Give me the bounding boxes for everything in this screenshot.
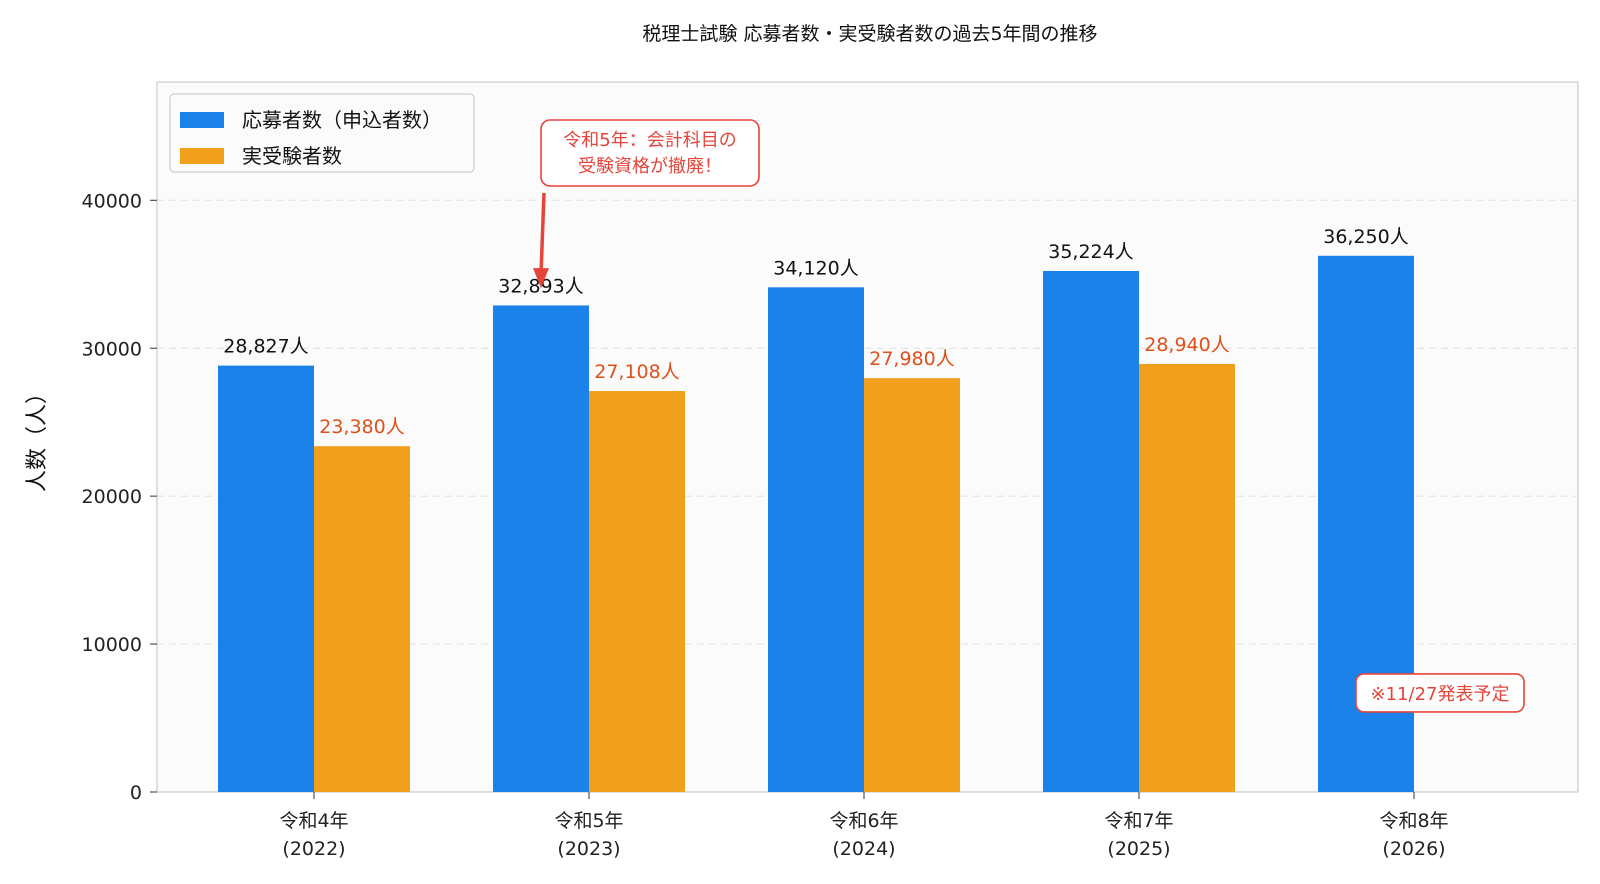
- data-label: 28,827人: [223, 336, 308, 358]
- annotation-note-badge: [1355, 673, 1525, 713]
- x-tick-label: (2026): [1382, 838, 1445, 860]
- bars: [218, 255, 1414, 793]
- y-axis-label: 人数（人）: [25, 382, 50, 492]
- x-tick-label: 令和4年: [279, 810, 348, 832]
- data-label: 34,120人: [773, 257, 858, 279]
- bar-applicants: [768, 287, 864, 792]
- legend-box: [169, 93, 475, 173]
- legend-label: 実受験者数: [242, 144, 342, 168]
- data-label: 23,380人: [319, 416, 404, 438]
- annotation-callout-box: [540, 119, 760, 187]
- bar-examinees: [589, 391, 685, 792]
- data-labels: 28,827人32,893人34,120人35,224人36,250人23,38…: [223, 226, 1408, 438]
- data-label: 27,980人: [869, 348, 954, 370]
- x-tick-label: 令和7年: [1104, 810, 1173, 832]
- legend: 応募者数（申込者数） 実受験者数: [169, 93, 475, 173]
- x-tick-label: (2024): [832, 838, 895, 860]
- annotation-arrow-shaft: [539, 192, 546, 275]
- x-tick-label: (2023): [557, 838, 620, 860]
- x-tick-label: 令和8年: [1379, 810, 1448, 832]
- data-label: 27,108人: [594, 361, 679, 383]
- data-label: 36,250人: [1323, 226, 1408, 248]
- bar-examinees: [314, 446, 410, 792]
- x-tick-label: (2022): [282, 838, 345, 860]
- annotation-callout-text: 令和5年：会計科目の: [563, 130, 736, 151]
- bar-examinees: [1139, 363, 1235, 792]
- y-tick-label: 40000: [82, 190, 142, 212]
- data-label: 28,940人: [1144, 334, 1229, 356]
- data-label: 35,224人: [1048, 241, 1133, 263]
- bar-applicants: [1043, 270, 1139, 792]
- annotation-callout-text: 受験資格が撤廃！: [578, 156, 722, 177]
- legend-label: 応募者数（申込者数）: [242, 108, 442, 132]
- annotation-arrow-head: [533, 268, 549, 289]
- y-tick-label: 10000: [82, 634, 142, 656]
- x-tick-label: (2025): [1107, 838, 1170, 860]
- x-tick-label: 令和5年: [554, 810, 623, 832]
- annotation-note-text: ※11/27発表予定: [1371, 684, 1510, 705]
- y-tick-label: 30000: [82, 338, 142, 360]
- y-tick-label: 0: [130, 782, 142, 804]
- axes: 0 10000 20000 30000 40000 令和4年 (2022) 令和5年 (2023…: [82, 190, 1449, 860]
- bar-examinees: [864, 378, 960, 792]
- bar-applicants: [218, 365, 314, 792]
- legend-swatch: [180, 148, 224, 164]
- legend-swatch: [180, 112, 224, 128]
- chart-title: 税理士試験 応募者数・実受験者数の過去5年間の推移: [642, 23, 1097, 45]
- y-tick-label: 20000: [82, 486, 142, 508]
- bar-applicants: [493, 305, 589, 792]
- x-tick-label: 令和6年: [829, 810, 898, 832]
